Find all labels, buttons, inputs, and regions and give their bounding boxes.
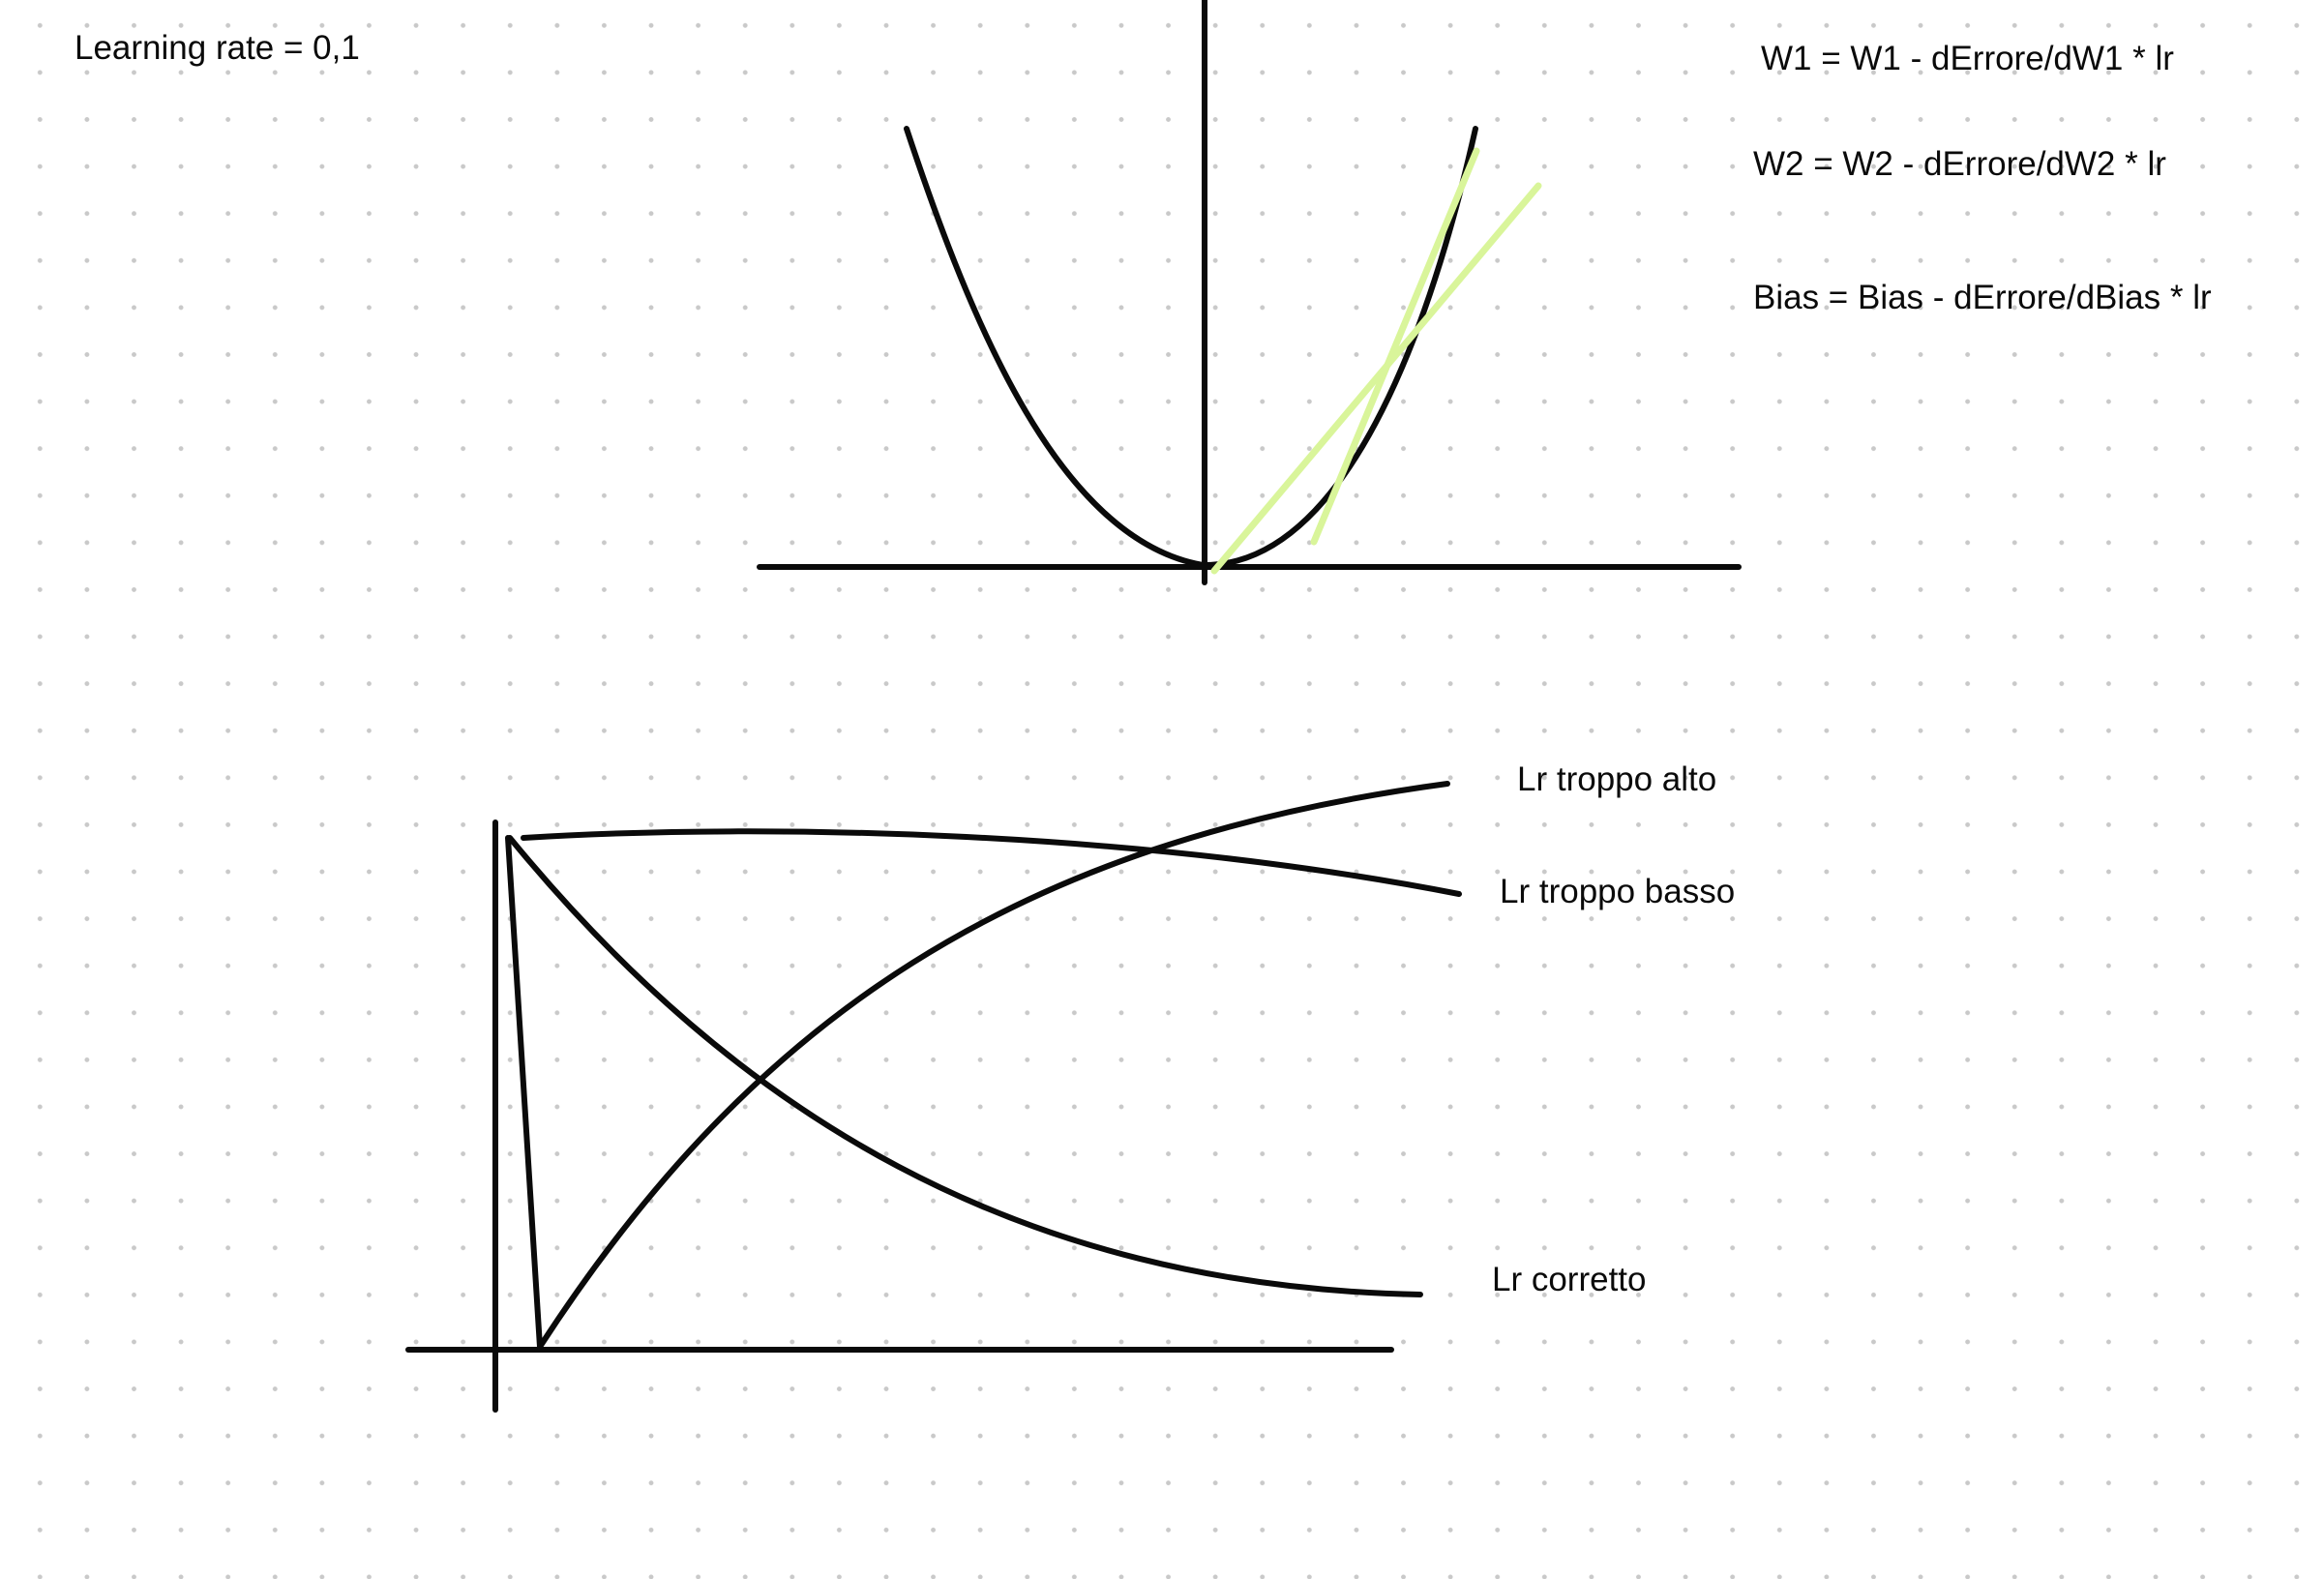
bias-update-formula: Bias = Bias - dErrore/dBias * lr xyxy=(1753,279,2212,316)
learning-rate-note: Learning rate = 0,1 xyxy=(74,29,360,67)
label-lr-corretto: Lr corretto xyxy=(1492,1261,1647,1298)
curve-lr-troppo-basso xyxy=(521,828,1462,897)
label-lr-troppo-alto: Lr troppo alto xyxy=(1517,760,1716,798)
parabola-diagram xyxy=(757,0,1742,585)
loss-curves-diagram xyxy=(405,781,1462,1413)
tangent-line-gentle xyxy=(1210,182,1542,575)
error-parabola xyxy=(904,126,1478,569)
curve-lr-corretto xyxy=(507,835,1423,1297)
tangent-line-steep xyxy=(1310,147,1480,546)
w2-update-formula: W2 = W2 - dErrore/dW2 * lr xyxy=(1753,145,2166,183)
w1-update-formula: W1 = W1 - dErrore/dW1 * lr xyxy=(1761,40,2174,77)
curve-lr-troppo-alto xyxy=(505,781,1450,1350)
label-lr-troppo-basso: Lr troppo basso xyxy=(1500,873,1735,910)
